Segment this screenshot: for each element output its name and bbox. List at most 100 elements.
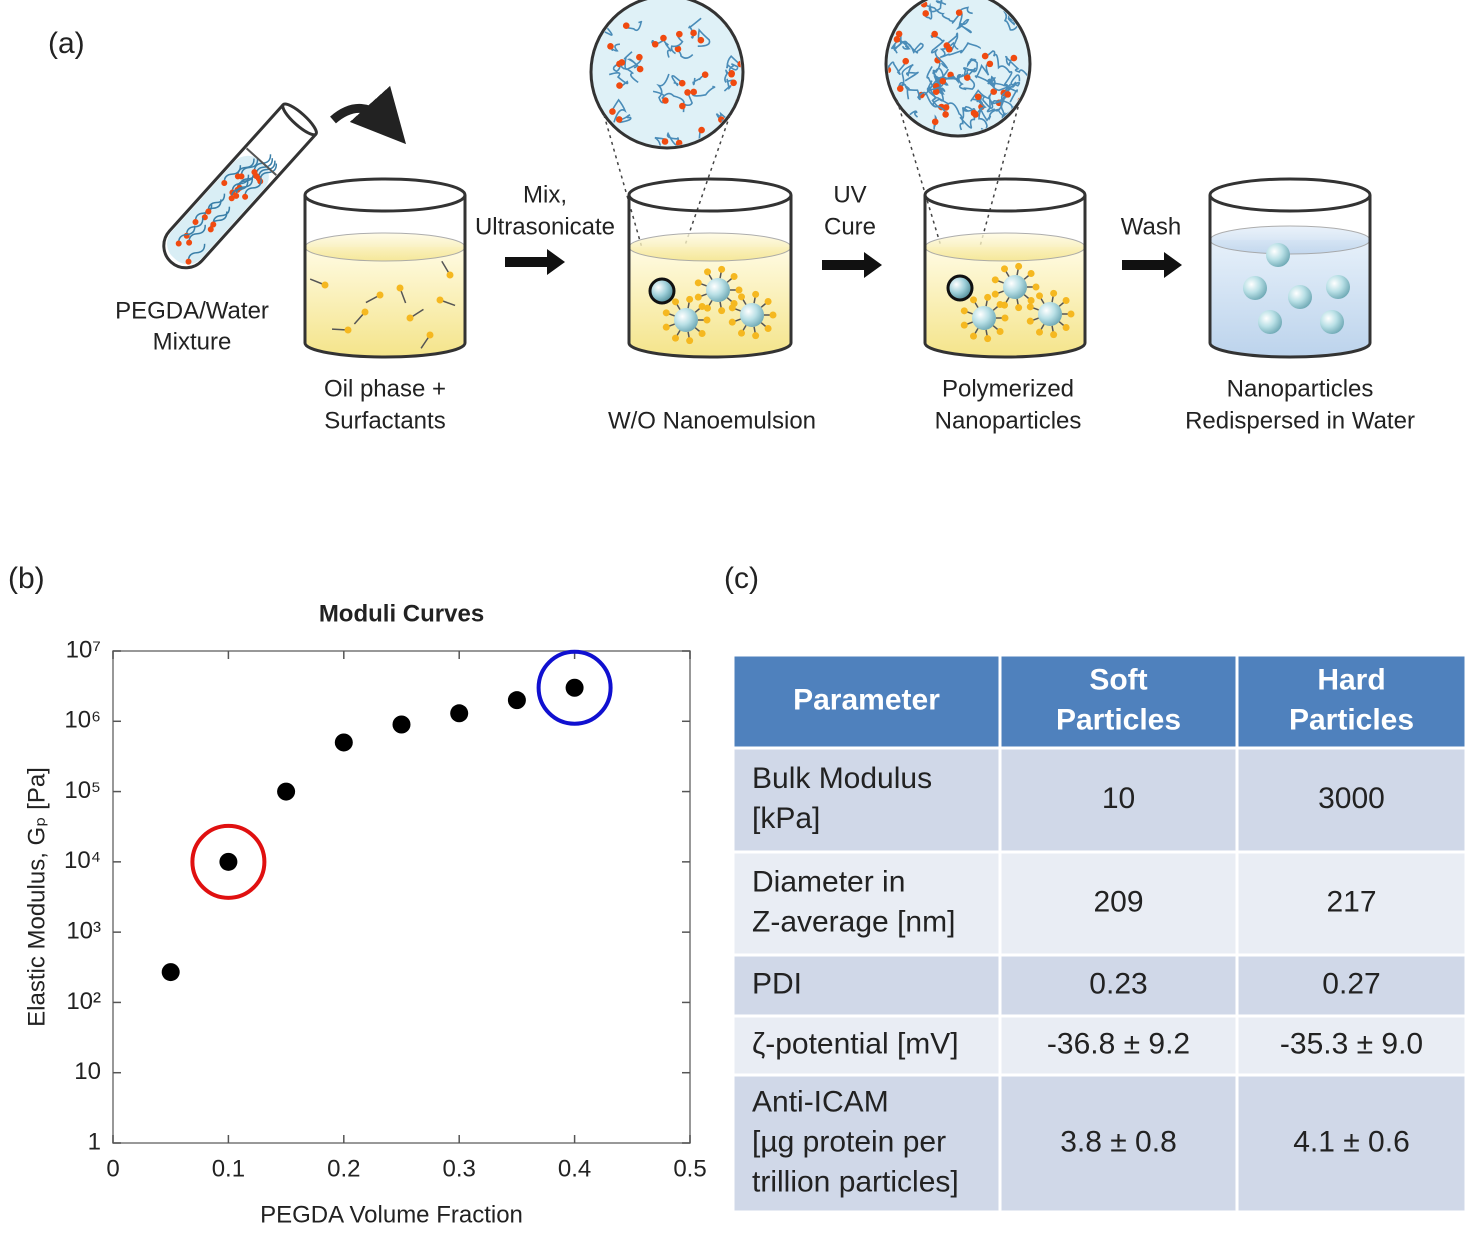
polymer: [207, 193, 226, 212]
polymer: [727, 125, 741, 138]
polymer: [939, 42, 981, 58]
cell-text: ζ-potential [mV]: [752, 1027, 959, 1060]
cell-text: 209: [1093, 885, 1143, 918]
liquid-surface: [304, 232, 466, 262]
surfactant-head: [738, 293, 745, 301]
surfactant-head: [376, 291, 384, 299]
surfactant-head: [686, 295, 694, 303]
polymer-end: [734, 109, 741, 117]
cell-text: [µg protein per: [752, 1125, 946, 1158]
polymer-end: [661, 138, 669, 145]
data-point: [161, 963, 180, 982]
polymer-end: [1023, 20, 1028, 28]
surfactant-head: [960, 321, 968, 329]
polymer-end: [945, 45, 953, 53]
tube-outline: [162, 103, 318, 270]
surfactant-head: [1015, 304, 1023, 312]
surfactant-head: [996, 301, 1004, 309]
polymer-end: [697, 36, 705, 44]
polymer: [737, 112, 741, 126]
polymer: [888, 102, 900, 127]
surfactant-head: [694, 279, 702, 287]
polymer-end: [942, 111, 949, 118]
step-label: Polymerized: [942, 375, 1074, 402]
polymer: [230, 180, 249, 199]
polymer-end: [186, 239, 193, 246]
surfactant-head: [703, 316, 711, 324]
polymer: [204, 199, 222, 218]
polymer: [712, 0, 727, 14]
polymer: [959, 105, 976, 129]
particle: [1288, 285, 1312, 309]
polymer-end: [888, 66, 892, 74]
polymer: [652, 90, 685, 107]
surfactant-head: [752, 332, 760, 340]
polymer-end: [896, 85, 904, 92]
surfactant-head: [1036, 328, 1043, 336]
x-tick-label: 0.4: [558, 1155, 591, 1182]
surfactant-head: [970, 332, 977, 340]
polymer-end: [192, 218, 199, 225]
polymer-end: [698, 126, 705, 134]
particle: [1258, 310, 1282, 334]
particle: [1266, 243, 1290, 267]
surfactant-head: [728, 318, 736, 326]
polymer-end: [175, 240, 182, 247]
highlight-ring: [190, 823, 267, 900]
polymer: [666, 131, 680, 146]
polymer-end: [205, 208, 212, 215]
cell-text: 0.23: [1089, 967, 1147, 1000]
polymer: [223, 165, 242, 184]
y-tick-label: 10⁴: [64, 847, 101, 874]
polymer-end: [690, 88, 698, 96]
tube-liquid: [166, 155, 269, 265]
polymer-end: [981, 52, 989, 60]
polymer: [1026, 0, 1028, 14]
tube-mouth: [281, 102, 318, 137]
polymer-end: [931, 30, 938, 38]
polymer-end: [922, 10, 929, 17]
particle: [1003, 275, 1027, 299]
step-label: Surfactants: [324, 407, 445, 434]
y-tick-label: 10⁷: [66, 636, 101, 663]
polymer-end: [636, 65, 644, 73]
polymer-end: [931, 118, 939, 126]
polymer: [892, 38, 924, 54]
x-tick-label: 0.5: [673, 1155, 706, 1182]
cell-text: 3.8 ± 0.8: [1060, 1125, 1177, 1158]
polymer: [920, 86, 964, 131]
polymer-end: [701, 71, 709, 78]
polymer: [898, 63, 919, 90]
header-text: Particles: [1056, 703, 1181, 736]
polymer: [987, 75, 1012, 94]
polymer: [935, 0, 955, 6]
polymer-end: [731, 137, 739, 145]
cell-text: -35.3 ± 9.0: [1280, 1027, 1423, 1060]
polymer: [212, 206, 231, 225]
polymer-end: [902, 57, 910, 65]
polymer-end: [1018, 1, 1025, 8]
surfactant-head: [970, 296, 977, 304]
surfactant-head: [672, 334, 679, 342]
surfactant-head: [1027, 296, 1035, 304]
surfactant-head: [991, 276, 999, 284]
beaker-body: [627, 195, 793, 359]
surfactant-head: [1050, 331, 1058, 339]
polymer-end: [1023, 111, 1028, 119]
polymer: [1003, 8, 1028, 32]
polymer: [231, 174, 250, 193]
surfactant-head: [361, 308, 369, 316]
particle: [972, 306, 996, 330]
cell-text: PDI: [752, 967, 802, 1000]
x-tick-label: 0.3: [443, 1155, 476, 1182]
polymer: [974, 63, 997, 87]
polymer-end: [972, 111, 979, 118]
polymer-end: [238, 173, 245, 180]
surfactant-head: [728, 304, 736, 312]
data-point: [450, 704, 469, 723]
header-text: Soft: [1089, 663, 1147, 696]
polymer: [720, 135, 736, 146]
surfactant-head: [735, 286, 743, 294]
